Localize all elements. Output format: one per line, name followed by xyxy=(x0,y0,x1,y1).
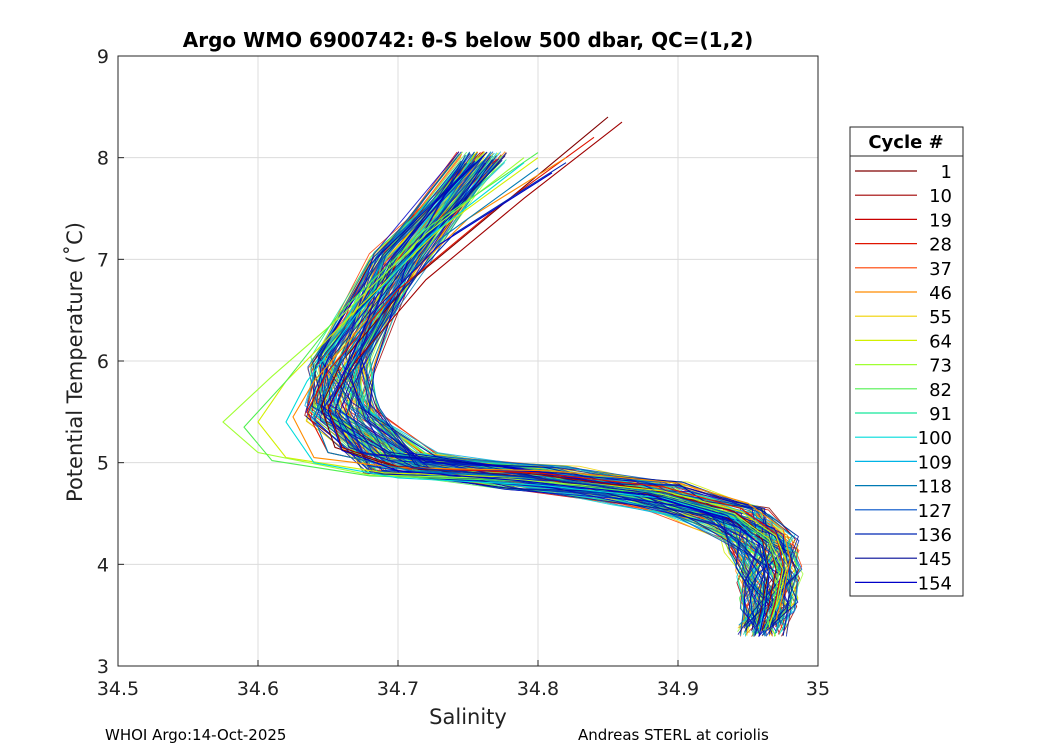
legend-label: 28 xyxy=(929,235,952,256)
legend-label: 91 xyxy=(929,404,952,425)
y-axis-label: Potential Temperature (˚C) xyxy=(63,222,87,502)
legend-label: 73 xyxy=(929,356,952,377)
x-tick-label: 34.7 xyxy=(377,678,419,700)
chart-title: Argo WMO 6900742: θ-S below 500 dbar, QC… xyxy=(183,28,753,52)
profile-line xyxy=(367,152,791,625)
profile-line xyxy=(318,162,783,634)
series-line-82 xyxy=(243,152,780,631)
x-tick-label: 34.6 xyxy=(237,678,279,700)
legend-label: 154 xyxy=(918,573,952,594)
profile-lines xyxy=(222,116,804,637)
legend-label: 37 xyxy=(929,259,952,280)
legend-label: 109 xyxy=(918,452,952,473)
profile-line xyxy=(358,163,789,636)
x-tick-label: 34.8 xyxy=(517,678,559,700)
x-tick-label: 34.9 xyxy=(657,678,699,700)
legend-label: 100 xyxy=(918,428,952,449)
y-tick-label: 7 xyxy=(97,249,109,271)
y-tick-labels: 3 4 5 6 7 8 9 xyxy=(97,46,109,678)
axes-box xyxy=(117,55,819,667)
x-tick-labels: 34.5 34.6 34.7 34.8 34.9 35 xyxy=(97,678,830,700)
legend-box xyxy=(849,126,964,597)
profile-line xyxy=(342,162,785,637)
legend-label: 145 xyxy=(918,549,952,570)
legend-label: 127 xyxy=(918,501,952,522)
profile-line xyxy=(312,151,774,627)
x-tick-label: 34.5 xyxy=(97,678,139,700)
profile-line xyxy=(317,154,759,631)
profile-line xyxy=(307,151,763,625)
legend-entries: 1 10 19 28 37 46 55 64 73 82 91 100 109 118 127 136 145 1… xyxy=(855,162,952,594)
legend-title: Cycle # xyxy=(868,132,943,153)
legend: Cycle # 1 10 19 28 37 46 55 64 73 82 91 100 109 118 12… xyxy=(849,126,964,597)
x-axis-label: Salinity xyxy=(429,705,507,729)
legend-label: 55 xyxy=(929,307,952,328)
y-tick-label: 3 xyxy=(97,656,109,678)
series-line-136 xyxy=(334,162,766,636)
legend-label: 136 xyxy=(918,525,952,546)
y-tick-label: 9 xyxy=(97,46,109,68)
profile-line xyxy=(348,162,801,637)
series-line-28 xyxy=(306,136,784,626)
footer-right: Andreas STERL at coriolis xyxy=(578,726,769,744)
legend-label: 10 xyxy=(929,186,952,207)
series-line-154 xyxy=(327,172,770,636)
legend-label: 118 xyxy=(918,477,952,498)
y-tick-label: 4 xyxy=(97,554,109,576)
profile-line xyxy=(359,162,799,637)
legend-label: 64 xyxy=(929,331,952,352)
footer-left: WHOI Argo:14-Oct-2025 xyxy=(105,726,287,744)
y-tick-label: 8 xyxy=(97,148,109,170)
legend-label: 46 xyxy=(929,283,952,304)
x-tick-label: 35 xyxy=(806,678,830,700)
legend-label: 19 xyxy=(929,210,952,231)
legend-label: 1 xyxy=(941,162,952,183)
profile-line xyxy=(320,155,786,627)
y-tick-label: 6 xyxy=(97,351,109,373)
profile-line xyxy=(319,151,767,628)
legend-label: 82 xyxy=(929,380,952,401)
y-tick-label: 5 xyxy=(97,453,109,475)
profile-line xyxy=(306,163,765,637)
